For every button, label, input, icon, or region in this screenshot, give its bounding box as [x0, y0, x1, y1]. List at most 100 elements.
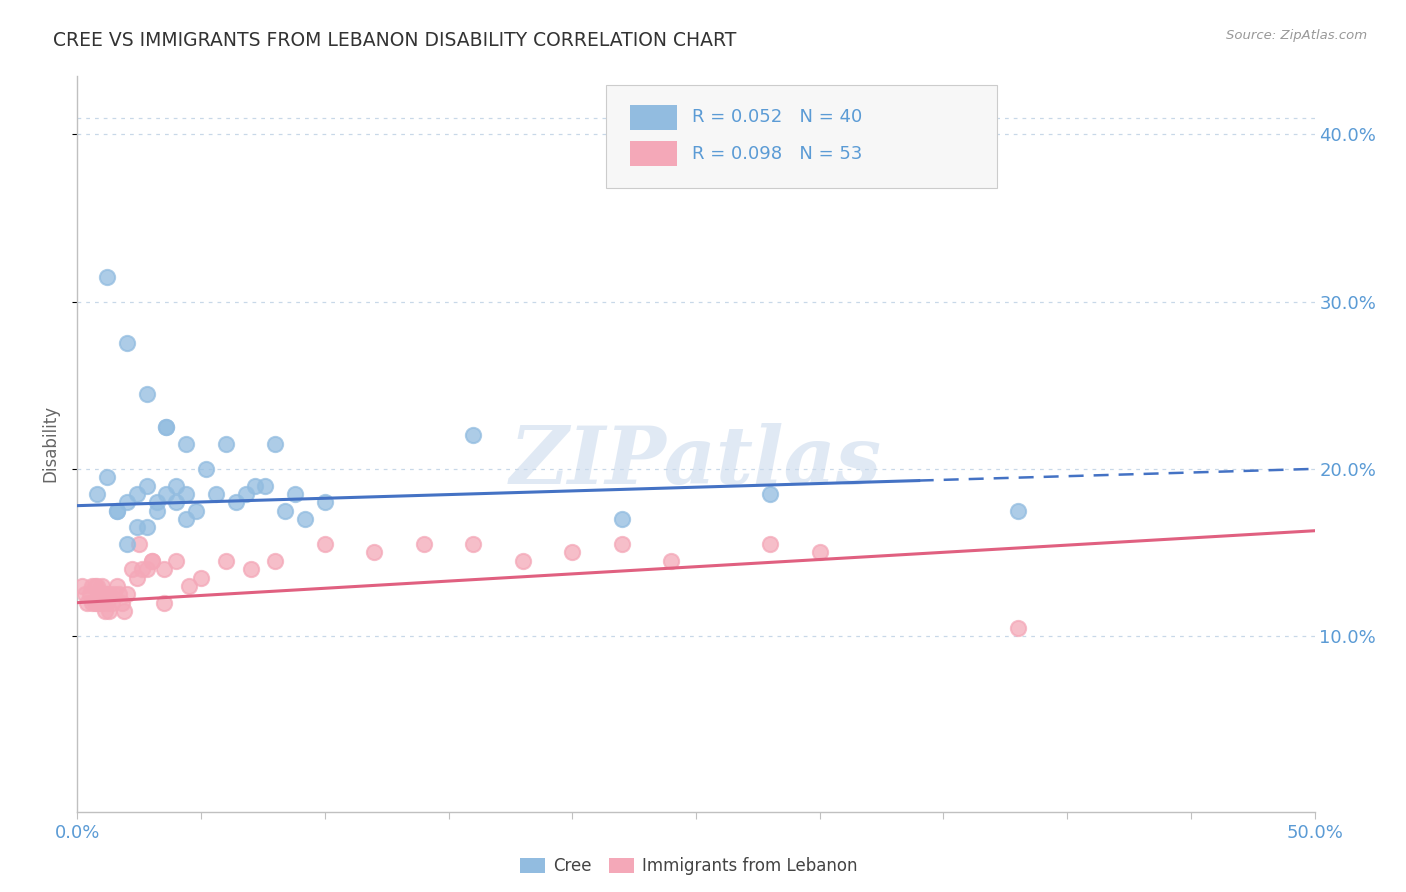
Point: [254, 478, 277, 492]
FancyBboxPatch shape: [630, 141, 678, 166]
Point: [91, 596, 114, 610]
Text: R = 0.052   N = 40: R = 0.052 N = 40: [692, 108, 862, 126]
Point: [128, 537, 150, 551]
Point: [96, 269, 118, 284]
Point: [165, 554, 187, 568]
Point: [93, 587, 115, 601]
Point: [184, 503, 207, 517]
FancyBboxPatch shape: [606, 85, 997, 188]
Point: [610, 537, 633, 551]
Point: [91, 579, 114, 593]
Point: [96, 587, 118, 601]
Point: [165, 495, 187, 509]
Point: [131, 562, 153, 576]
Point: [89, 596, 111, 610]
Point: [111, 596, 134, 610]
Point: [155, 487, 177, 501]
Point: [235, 487, 257, 501]
Point: [112, 604, 135, 618]
Point: [141, 554, 163, 568]
Point: [561, 545, 583, 559]
Point: [115, 495, 138, 509]
Point: [174, 487, 197, 501]
Point: [274, 503, 297, 517]
Point: [89, 587, 111, 601]
Point: [115, 587, 138, 601]
Point: [215, 436, 238, 450]
Point: [72, 579, 94, 593]
Point: [264, 554, 287, 568]
Point: [1007, 621, 1029, 635]
Point: [82, 579, 104, 593]
Point: [115, 537, 138, 551]
Point: [125, 571, 148, 585]
Point: [83, 579, 105, 593]
Point: [284, 487, 307, 501]
Point: [190, 571, 212, 585]
Point: [314, 495, 336, 509]
Point: [155, 420, 177, 434]
Point: [808, 545, 831, 559]
Point: [135, 386, 157, 401]
Point: [96, 596, 118, 610]
Point: [314, 537, 336, 551]
Point: [86, 596, 108, 610]
Point: [1007, 503, 1029, 517]
Point: [759, 487, 782, 501]
Legend: Cree, Immigrants from Lebanon: Cree, Immigrants from Lebanon: [513, 851, 865, 882]
Point: [174, 512, 197, 526]
Point: [82, 596, 104, 610]
Point: [105, 579, 128, 593]
Point: [165, 478, 187, 492]
Point: [245, 478, 267, 492]
Point: [83, 596, 105, 610]
Point: [145, 503, 167, 517]
Point: [174, 436, 197, 450]
Point: [115, 336, 138, 351]
Point: [86, 487, 108, 501]
Point: [239, 562, 262, 576]
Point: [610, 512, 633, 526]
Point: [135, 562, 157, 576]
Point: [463, 537, 485, 551]
Point: [195, 462, 218, 476]
Point: [155, 420, 177, 434]
Point: [76, 596, 98, 610]
Point: [103, 587, 125, 601]
Point: [153, 596, 176, 610]
Y-axis label: Disability: Disability: [41, 405, 59, 483]
Point: [363, 545, 385, 559]
Text: R = 0.098   N = 53: R = 0.098 N = 53: [692, 145, 863, 163]
Point: [141, 554, 163, 568]
Point: [98, 604, 121, 618]
Point: [125, 487, 148, 501]
Point: [205, 487, 228, 501]
Point: [153, 562, 176, 576]
Point: [512, 554, 534, 568]
Point: [98, 587, 121, 601]
Point: [73, 587, 96, 601]
Point: [759, 537, 782, 551]
Point: [177, 579, 200, 593]
Point: [79, 587, 101, 601]
Point: [659, 554, 682, 568]
Point: [225, 495, 247, 509]
Point: [108, 587, 131, 601]
Text: CREE VS IMMIGRANTS FROM LEBANON DISABILITY CORRELATION CHART: CREE VS IMMIGRANTS FROM LEBANON DISABILI…: [53, 31, 737, 50]
Point: [86, 579, 108, 593]
Point: [101, 596, 124, 610]
Point: [135, 478, 157, 492]
Text: ZIPatlas: ZIPatlas: [510, 424, 882, 501]
Point: [105, 503, 128, 517]
Point: [135, 520, 157, 534]
FancyBboxPatch shape: [630, 104, 678, 129]
Point: [105, 503, 128, 517]
Point: [125, 520, 148, 534]
Point: [121, 562, 143, 576]
Point: [215, 554, 238, 568]
Point: [264, 436, 287, 450]
Text: Source: ZipAtlas.com: Source: ZipAtlas.com: [1226, 29, 1367, 42]
Point: [294, 512, 316, 526]
Point: [412, 537, 434, 551]
Point: [96, 470, 118, 484]
